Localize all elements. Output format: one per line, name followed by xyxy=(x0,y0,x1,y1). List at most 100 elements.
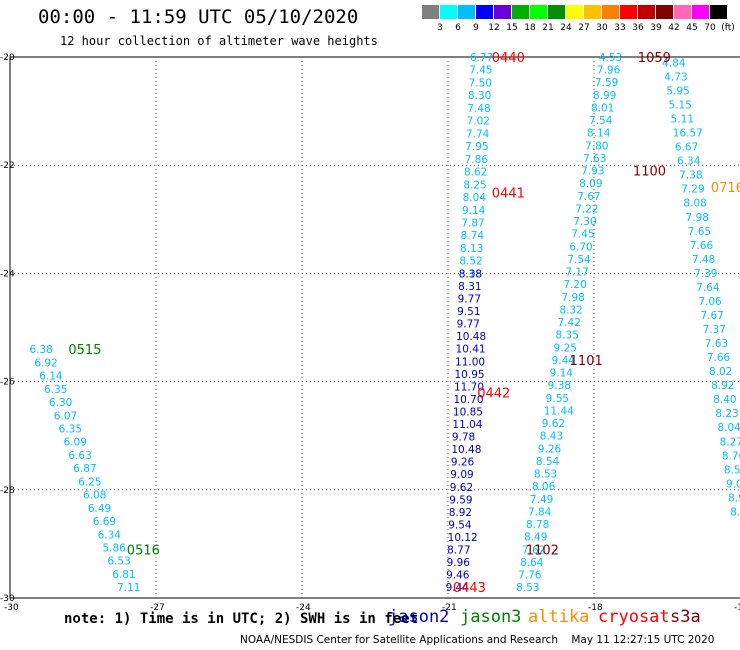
pass-time-label: 0441 xyxy=(492,186,525,201)
wave-height-value: 7.66 xyxy=(690,240,714,252)
wave-height-value: 6.87 xyxy=(73,463,96,475)
wave-height-value: 6.35 xyxy=(59,423,82,435)
wave-height-value: 9.14 xyxy=(462,205,486,217)
legend-label: 9 xyxy=(473,23,479,33)
wave-height-value: 9.54 xyxy=(448,519,472,531)
legend-label: 45 xyxy=(686,23,698,33)
pass-time-label: 1059 xyxy=(638,51,671,66)
footnote: note: 1) Time is in UTC; 2) SWH is in fe… xyxy=(64,611,419,627)
wave-height-value: 5.95 xyxy=(666,85,689,97)
wave-height-value: 8.40 xyxy=(713,394,736,406)
legend-label: 21 xyxy=(542,23,554,33)
wave-height-value: 8.78 xyxy=(526,519,549,531)
legend-label: 3 xyxy=(437,23,443,33)
wave-height-value: 7.76 xyxy=(518,570,542,582)
wave-height-value: 8.04 xyxy=(717,422,740,434)
wave-height-value: 10.95 xyxy=(455,369,485,381)
pass-time-label: 0442 xyxy=(477,386,510,401)
wave-height-value: 7.65 xyxy=(688,226,711,238)
x-tick-label: -30 xyxy=(4,603,19,613)
legend-swatch xyxy=(512,5,529,19)
wave-height-value: 8.38 xyxy=(459,268,482,280)
legend-swatch xyxy=(440,5,457,19)
legend-label: 15 xyxy=(506,23,518,33)
wave-height-value: 10.48 xyxy=(451,444,481,456)
wave-height-value: 7.42 xyxy=(558,317,581,329)
wave-height-value: 7.80 xyxy=(585,140,608,152)
wave-height-value: 7.95 xyxy=(465,141,488,153)
wave-height-value: 6.70 xyxy=(569,241,592,253)
wave-height-value: 5.11 xyxy=(671,114,694,126)
legend-label: 39 xyxy=(650,23,662,33)
satellite-name: s3a xyxy=(670,607,701,627)
wave-height-value: 7.59 xyxy=(595,77,618,89)
legend-swatch xyxy=(638,5,655,19)
map-title: 00:00 - 11:59 UTC 05/10/2020 xyxy=(38,6,359,28)
wave-height-value: 10.41 xyxy=(456,344,486,356)
pass-time-label: 0443 xyxy=(453,581,486,596)
legend-swatch xyxy=(584,5,601,19)
legend-swatch xyxy=(710,5,727,19)
wave-height-value: 8.06 xyxy=(532,481,556,493)
wave-height-value: 9.62 xyxy=(542,418,565,430)
wave-height-value: 4.53 xyxy=(599,52,622,64)
wave-height-value: 4.84 xyxy=(662,57,686,69)
wave-height-value: 8.76 xyxy=(722,450,740,462)
wave-height-value: 7.45 xyxy=(469,65,492,77)
wave-height-value: 7.74 xyxy=(466,128,490,140)
wave-height-value: 8.99 xyxy=(593,90,616,102)
wave-height-value: 6.77 xyxy=(470,52,493,64)
wave-height-value: 6.92 xyxy=(34,357,57,369)
wave-height-value: 8.49 xyxy=(524,532,547,544)
wave-height-value: 8.02 xyxy=(709,366,732,378)
wave-height-value: 8.92 xyxy=(711,380,734,392)
wave-height-value: 7.29 xyxy=(681,184,704,196)
wave-height-value: 6.09 xyxy=(64,437,87,449)
wave-height-value: 7.45 xyxy=(571,229,594,241)
legend-label: (ft) xyxy=(721,23,735,33)
legend-label: 30 xyxy=(596,23,608,33)
wave-height-value: 9.26 xyxy=(538,443,562,455)
legend-swatch xyxy=(566,5,583,19)
wave-height-value: 7.38 xyxy=(679,170,702,182)
wave-height-value: 11.00 xyxy=(455,356,485,368)
wave-height-value: 8.50 xyxy=(724,464,740,476)
wave-height-value: 7.22 xyxy=(575,203,598,215)
wave-height-value: 7.49 xyxy=(530,494,553,506)
credit-line: NOAA/NESDIS Center for Satellite Applica… xyxy=(240,634,715,646)
wave-height-value: 9.77 xyxy=(458,294,481,306)
wave-height-value: 7.98 xyxy=(561,292,584,304)
pass-time-label: 0516 xyxy=(127,543,160,558)
wave-height-value: 7.84 xyxy=(528,506,552,518)
x-tick-label: -24 xyxy=(296,603,311,613)
wave-height-value: 6.34 xyxy=(677,156,701,168)
wave-height-value: 7.96 xyxy=(597,65,621,77)
wave-height-value: 11.70 xyxy=(454,381,484,393)
legend-swatch xyxy=(692,5,709,19)
wave-height-value: 5.15 xyxy=(669,100,692,112)
wave-height-value: 9.78 xyxy=(452,432,475,444)
wave-height-value: 7.30 xyxy=(573,216,596,228)
legend-swatch xyxy=(422,5,439,19)
wave-height-value: 6.53 xyxy=(107,556,130,568)
wave-height-value: 7.98 xyxy=(686,212,709,224)
wave-height-value: 8.92 xyxy=(449,507,472,519)
legend-label: 42 xyxy=(668,23,680,33)
wave-height-value: 11.44 xyxy=(544,405,574,417)
wave-height-value: 7.54 xyxy=(589,115,613,127)
wave-height-value: 6.63 xyxy=(68,450,91,462)
wave-height-value: 9.44 xyxy=(446,582,470,594)
wave-height-value: 8.9 xyxy=(728,492,740,504)
wave-height-value: 6.49 xyxy=(88,503,111,515)
wave-height-value: 8.35 xyxy=(556,330,579,342)
wave-height-value: 7.93 xyxy=(581,166,604,178)
legend-label: 6 xyxy=(455,23,461,33)
legend-swatch xyxy=(458,5,475,19)
wave-height-value: 8.04 xyxy=(463,192,487,204)
pass-time-label: 1101 xyxy=(570,354,603,369)
wave-height-value: 7.02 xyxy=(467,116,490,128)
wave-height-value: 7.62 xyxy=(522,544,545,556)
satellite-name: cryosat xyxy=(598,607,670,627)
wave-height-value: 8.77 xyxy=(447,545,470,557)
